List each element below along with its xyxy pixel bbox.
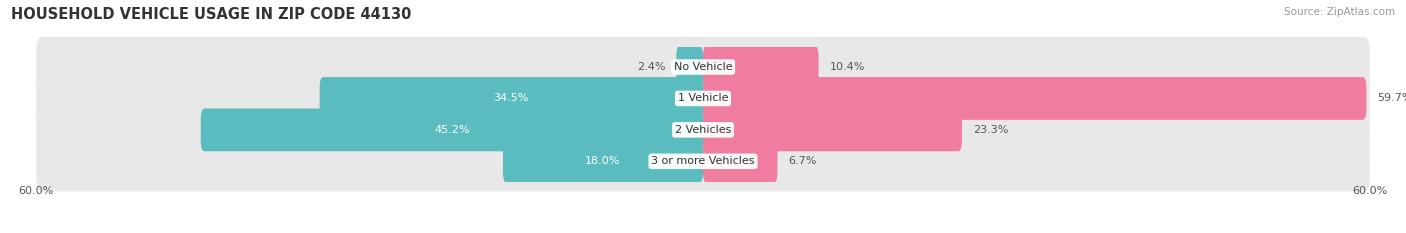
Text: 23.3%: 23.3% xyxy=(973,125,1008,135)
FancyBboxPatch shape xyxy=(503,140,703,183)
FancyBboxPatch shape xyxy=(319,77,703,120)
FancyBboxPatch shape xyxy=(703,77,1367,120)
FancyBboxPatch shape xyxy=(37,68,1369,129)
Text: 18.0%: 18.0% xyxy=(585,156,620,166)
FancyBboxPatch shape xyxy=(676,46,703,88)
Text: 34.5%: 34.5% xyxy=(494,93,529,103)
Text: 59.7%: 59.7% xyxy=(1378,93,1406,103)
Text: HOUSEHOLD VEHICLE USAGE IN ZIP CODE 44130: HOUSEHOLD VEHICLE USAGE IN ZIP CODE 4413… xyxy=(11,7,412,22)
FancyBboxPatch shape xyxy=(201,109,703,151)
Text: 45.2%: 45.2% xyxy=(434,125,470,135)
FancyBboxPatch shape xyxy=(37,37,1369,97)
FancyBboxPatch shape xyxy=(703,46,818,88)
Text: 10.4%: 10.4% xyxy=(830,62,865,72)
Text: 6.7%: 6.7% xyxy=(789,156,817,166)
Text: Source: ZipAtlas.com: Source: ZipAtlas.com xyxy=(1284,7,1395,17)
FancyBboxPatch shape xyxy=(37,131,1369,192)
Text: 2.4%: 2.4% xyxy=(637,62,665,72)
Text: 3 or more Vehicles: 3 or more Vehicles xyxy=(651,156,755,166)
Text: 2 Vehicles: 2 Vehicles xyxy=(675,125,731,135)
Text: 1 Vehicle: 1 Vehicle xyxy=(678,93,728,103)
FancyBboxPatch shape xyxy=(37,100,1369,160)
FancyBboxPatch shape xyxy=(703,109,962,151)
Text: No Vehicle: No Vehicle xyxy=(673,62,733,72)
FancyBboxPatch shape xyxy=(703,140,778,183)
